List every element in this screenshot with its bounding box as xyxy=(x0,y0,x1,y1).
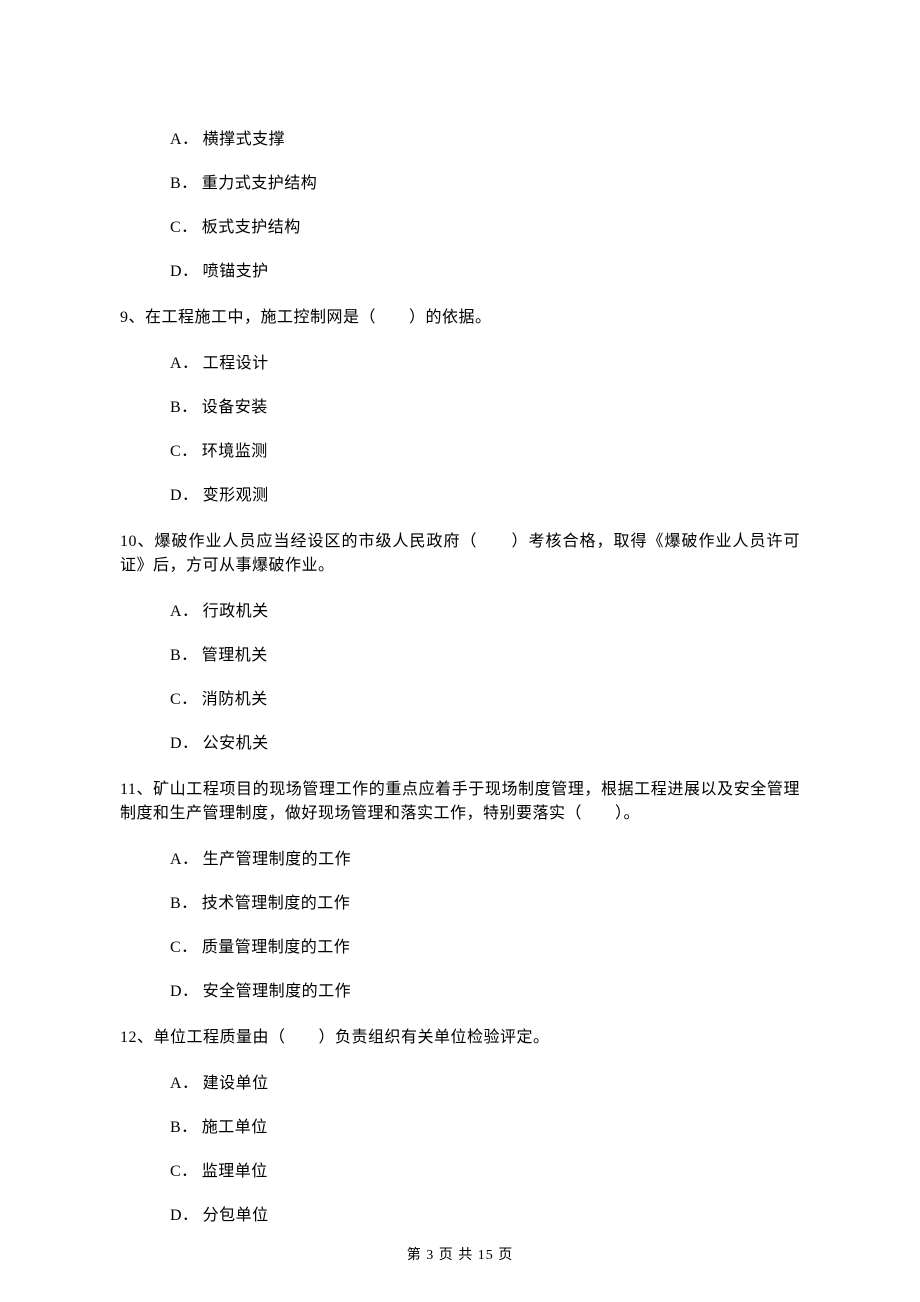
option-text: 重力式支护结构 xyxy=(202,175,318,192)
option-item: A．行政机关 xyxy=(120,600,800,624)
option-label: C． xyxy=(170,939,198,956)
option-text: 建设单位 xyxy=(203,1075,269,1092)
option-item: D．分包单位 xyxy=(120,1204,800,1228)
option-item: C．质量管理制度的工作 xyxy=(120,936,800,960)
option-item: B．重力式支护结构 xyxy=(120,172,800,196)
option-label: A． xyxy=(170,603,199,620)
option-text: 板式支护结构 xyxy=(202,219,301,236)
option-item: D．变形观测 xyxy=(120,484,800,508)
option-label: D． xyxy=(170,983,199,1000)
question-stem: 12、单位工程质量由（ ）负责组织有关单位检验评定。 xyxy=(120,1026,800,1050)
question-number: 11 xyxy=(120,781,136,798)
option-label: B． xyxy=(170,647,198,664)
option-label: D． xyxy=(170,735,199,752)
option-label: B． xyxy=(170,1119,198,1136)
option-item: A．建设单位 xyxy=(120,1072,800,1096)
option-item: D．喷锚支护 xyxy=(120,260,800,284)
option-item: B．施工单位 xyxy=(120,1116,800,1140)
option-text: 横撑式支撑 xyxy=(203,131,286,148)
option-item: B．管理机关 xyxy=(120,644,800,668)
option-label: B． xyxy=(170,895,198,912)
option-text: 安全管理制度的工作 xyxy=(203,983,352,1000)
question-number: 12 xyxy=(120,1029,137,1046)
option-label: D． xyxy=(170,487,199,504)
option-item: B．技术管理制度的工作 xyxy=(120,892,800,916)
option-text: 技术管理制度的工作 xyxy=(202,895,351,912)
option-item: C．环境监测 xyxy=(120,440,800,464)
option-text: 管理机关 xyxy=(202,647,268,664)
option-text: 监理单位 xyxy=(202,1163,268,1180)
option-label: C． xyxy=(170,443,198,460)
option-text: 环境监测 xyxy=(202,443,268,460)
question-text: 、爆破作业人员应当经设区的市级人民政府（ ）考核合格，取得《爆破作业人员许可证》… xyxy=(120,533,800,574)
option-text: 公安机关 xyxy=(203,735,269,752)
question-stem: 11、矿山工程项目的现场管理工作的重点应着手于现场制度管理，根据工程进展以及安全… xyxy=(120,778,800,826)
question-text: 、单位工程质量由（ ）负责组织有关单位检验评定。 xyxy=(137,1029,550,1046)
option-label: D． xyxy=(170,1207,199,1224)
option-label: A． xyxy=(170,355,199,372)
option-item: C．监理单位 xyxy=(120,1160,800,1184)
option-label: C． xyxy=(170,691,198,708)
option-label: C． xyxy=(170,219,198,236)
option-item: D．公安机关 xyxy=(120,732,800,756)
question-number: 9 xyxy=(120,309,129,326)
question-stem: 10、爆破作业人员应当经设区的市级人民政府（ ）考核合格，取得《爆破作业人员许可… xyxy=(120,530,800,578)
option-text: 生产管理制度的工作 xyxy=(203,851,352,868)
option-text: 工程设计 xyxy=(203,355,269,372)
option-label: A． xyxy=(170,1075,199,1092)
option-item: A．横撑式支撑 xyxy=(120,128,800,152)
option-label: A． xyxy=(170,131,199,148)
option-text: 行政机关 xyxy=(203,603,269,620)
option-item: D．安全管理制度的工作 xyxy=(120,980,800,1004)
option-item: C．消防机关 xyxy=(120,688,800,712)
option-label: A． xyxy=(170,851,199,868)
option-label: D． xyxy=(170,263,199,280)
option-text: 施工单位 xyxy=(202,1119,268,1136)
option-label: C． xyxy=(170,1163,198,1180)
question-number: 10 xyxy=(120,533,137,550)
option-text: 消防机关 xyxy=(202,691,268,708)
option-item: B．设备安装 xyxy=(120,396,800,420)
page-footer: 第 3 页 共 15 页 xyxy=(0,1245,920,1266)
option-text: 变形观测 xyxy=(203,487,269,504)
option-label: B． xyxy=(170,399,198,416)
option-item: C．板式支护结构 xyxy=(120,216,800,240)
option-text: 分包单位 xyxy=(203,1207,269,1224)
option-item: A．生产管理制度的工作 xyxy=(120,848,800,872)
option-text: 质量管理制度的工作 xyxy=(202,939,351,956)
option-item: A．工程设计 xyxy=(120,352,800,376)
question-text: 、矿山工程项目的现场管理工作的重点应着手于现场制度管理，根据工程进展以及安全管理… xyxy=(120,781,800,822)
question-stem: 9、在工程施工中，施工控制网是（ ）的依据。 xyxy=(120,306,800,330)
option-text: 设备安装 xyxy=(202,399,268,416)
option-label: B． xyxy=(170,175,198,192)
page: A．横撑式支撑 B．重力式支护结构 C．板式支护结构 D．喷锚支护 9、在工程施… xyxy=(0,0,920,1302)
question-text: 、在工程施工中，施工控制网是（ ）的依据。 xyxy=(129,309,492,326)
option-text: 喷锚支护 xyxy=(203,263,269,280)
